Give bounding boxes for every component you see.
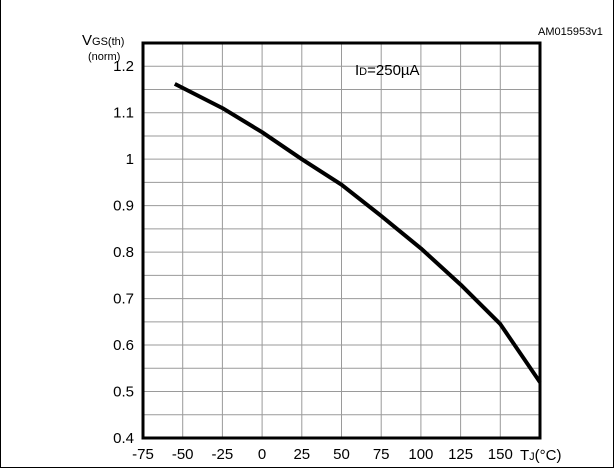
current-annotation: ID=250µA	[355, 62, 420, 79]
y-tick-label: 0.7	[113, 291, 134, 308]
y-tick-label: 1.2	[113, 58, 134, 75]
x-tick-label: -25	[212, 446, 234, 463]
x-tick-label: 75	[373, 446, 390, 463]
x-tick-label: 100	[408, 446, 433, 463]
y-axis-label: VGS(th)	[82, 32, 124, 49]
y-tick-label: 0.9	[113, 198, 134, 215]
x-tick-label: 25	[293, 446, 310, 463]
tick-labels: -75 -50 -25 0 25 50 75 100 125 150 0.4 0.5 0.6 0.7 0.8…	[113, 58, 513, 463]
plot-border	[141, 41, 542, 440]
x-tick-label: 0	[258, 446, 266, 463]
x-tick-label: 150	[488, 446, 513, 463]
y-axis-note: (norm)	[88, 51, 120, 63]
x-tick-label: 125	[448, 446, 473, 463]
y-tick-label: 1.1	[113, 105, 134, 122]
y-tick-label: 0.8	[113, 244, 134, 261]
y-tick-label: 0.4	[113, 430, 134, 447]
y-tick-label: 0.6	[113, 337, 134, 354]
x-axis-label: TJ(°C)	[520, 447, 562, 464]
x-tick-label: 50	[333, 446, 350, 463]
y-tick-label: 1	[126, 151, 134, 168]
x-tick-label: -50	[172, 446, 194, 463]
vgs-th-curve	[173, 82, 542, 384]
figure-code: AM015953v1	[538, 26, 603, 38]
x-tick-label: -75	[132, 446, 154, 463]
grid	[143, 43, 540, 438]
y-tick-label: 0.5	[113, 384, 134, 401]
